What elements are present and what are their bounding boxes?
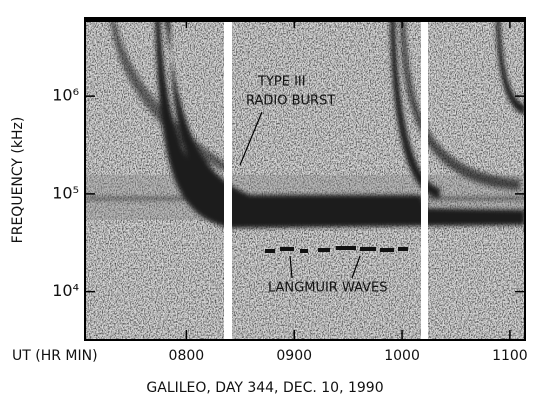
x-tick-label: 0800: [169, 348, 205, 364]
annotation: TYPE III: [257, 75, 306, 90]
annotation-arrow: [351, 255, 361, 279]
x-tick-label: 0900: [276, 348, 312, 364]
x-axis-label: UT (HR MIN): [12, 348, 98, 364]
subtitle: GALILEO, DAY 344, DEC. 10, 1990: [146, 380, 383, 396]
x-tick-label: 1100: [492, 348, 528, 364]
y-tick-label: 10⁵: [52, 183, 79, 202]
x-tick-label: 1000: [384, 348, 420, 364]
y-tick-label: 10⁴: [52, 281, 79, 300]
annotation-arrow: [239, 111, 263, 166]
annotation: RADIO BURST: [246, 94, 335, 109]
annotation-arrow: [289, 255, 293, 279]
spectrogram: [85, 18, 525, 340]
y-axis-label: FREQUENCY (kHz): [10, 117, 26, 244]
annotation: LANGMUIR WAVES: [268, 281, 388, 296]
y-tick-label: 10⁶: [52, 86, 79, 105]
